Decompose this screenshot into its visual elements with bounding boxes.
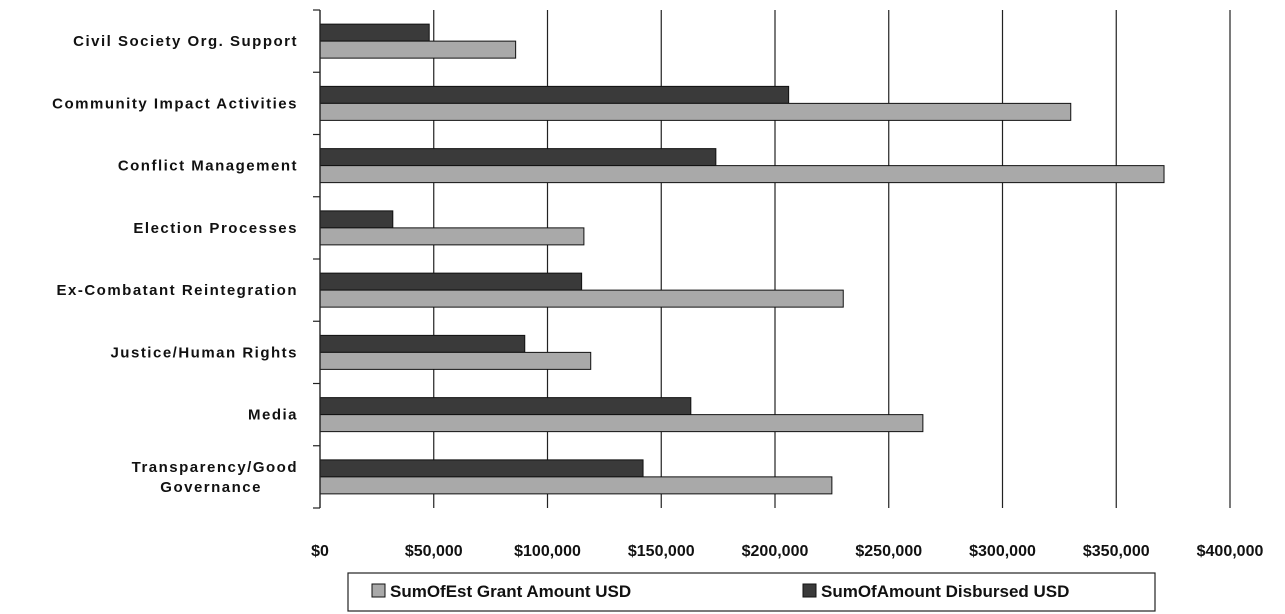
bar-amount-disbursed [319, 148, 717, 167]
bar-est-grant-amount [319, 351, 592, 370]
x-tick-labels: $0 $50,000 $100,000 $150,000 $200,000 $250,00… [311, 543, 1263, 560]
legend-box [347, 572, 1156, 612]
x-tick-label: $200,000 [742, 543, 809, 560]
x-tick-label: $250,000 [855, 543, 922, 560]
legend: SumOfEst Grant Amount USD SumOfAmount Dis… [347, 572, 1156, 612]
legend-label: SumOfEst Grant Amount USD [390, 582, 631, 601]
category-label: Civil Society Org. Support [73, 33, 298, 50]
bar-est-grant-amount [319, 165, 1165, 184]
x-tick-label: $50,000 [405, 543, 463, 560]
category-label: Community Impact Activities [52, 95, 298, 112]
bar-amount-disbursed [319, 23, 430, 42]
category-label-line: Transparency/Good [132, 459, 298, 476]
bar-est-grant-amount [319, 102, 1072, 121]
legend-swatch [371, 583, 386, 598]
category-label: Justice/Human Rights [110, 344, 298, 361]
category-label: Transparency/Good Governance [132, 459, 298, 496]
bar-amount-disbursed [319, 459, 644, 478]
legend-label: SumOfAmount Disbursed USD [821, 582, 1069, 601]
bar-est-grant-amount [319, 289, 844, 308]
bar-est-grant-amount [319, 414, 924, 433]
x-tick-label: $350,000 [1083, 543, 1150, 560]
bar-amount-disbursed [319, 210, 394, 229]
category-label: Ex-Combatant Reintegration [56, 282, 298, 299]
bar-amount-disbursed [319, 334, 526, 353]
gridlines [433, 10, 1231, 508]
bar-est-grant-amount [319, 227, 585, 246]
x-tick-label: $0 [311, 543, 329, 560]
x-tick-label: $400,000 [1197, 543, 1264, 560]
category-labels: Civil Society Org. Support Community Impa… [52, 33, 298, 496]
category-label-line: Governance [160, 479, 262, 496]
bar-amount-disbursed [319, 272, 583, 291]
bar-est-grant-amount [319, 476, 833, 495]
category-label: Election Processes [133, 220, 298, 237]
category-label: Media [248, 407, 298, 424]
x-tick-label: $300,000 [969, 543, 1036, 560]
axes [313, 9, 321, 509]
bar-amount-disbursed [319, 85, 790, 104]
category-label: Conflict Management [118, 158, 298, 175]
x-tick-label: $150,000 [628, 543, 695, 560]
legend-swatch [802, 583, 817, 598]
bars [319, 23, 1165, 495]
x-tick-label: $100,000 [514, 543, 581, 560]
bar-amount-disbursed [319, 397, 692, 416]
bar-est-grant-amount [319, 40, 517, 59]
